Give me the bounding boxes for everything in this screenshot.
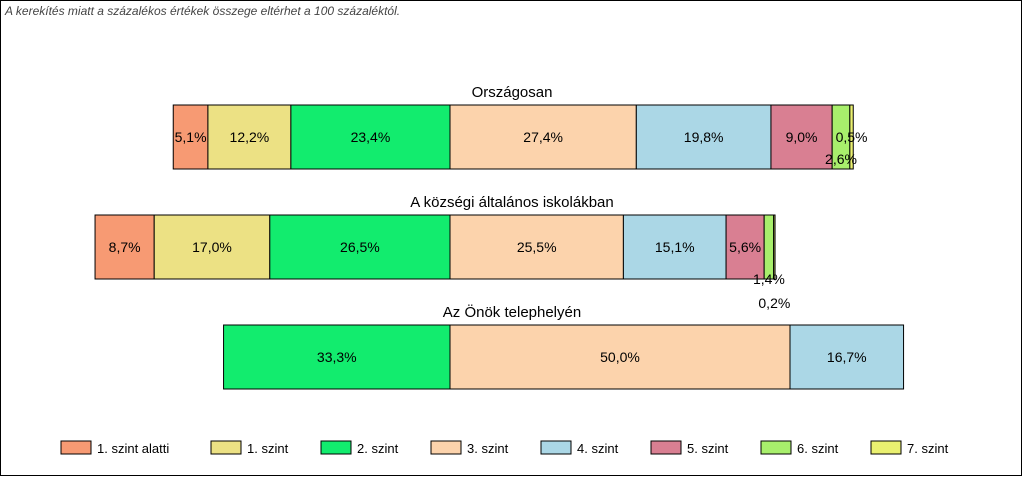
legend-label: 3. szint	[467, 441, 509, 456]
legend-label: 5. szint	[687, 441, 729, 456]
legend-swatch	[540, 440, 572, 455]
data-label: 5,6%	[729, 239, 761, 255]
legend-swatch	[320, 440, 352, 455]
data-label: 1,4%	[753, 271, 785, 287]
legend-label: 6. szint	[797, 441, 839, 456]
legend-label: 1. szint alatti	[97, 441, 169, 456]
bar-segment	[789, 324, 905, 390]
bar-segment	[449, 214, 624, 280]
legend-swatch	[650, 440, 682, 455]
bar-segment	[269, 214, 451, 280]
bar-segment	[770, 104, 833, 170]
data-label: 23,4%	[351, 129, 391, 145]
category-title: A községi általános iskolákban	[410, 194, 613, 211]
data-label: 15,1%	[655, 239, 695, 255]
data-label: 12,2%	[230, 129, 270, 145]
bar-segment	[763, 214, 775, 280]
data-label: 9,0%	[786, 129, 818, 145]
legend-label: 1. szint	[247, 441, 289, 456]
data-label: 0,2%	[758, 295, 790, 311]
data-label: 27,4%	[523, 129, 563, 145]
category-title: Országosan	[472, 84, 553, 101]
data-label: 19,8%	[684, 129, 724, 145]
data-label: 0,5%	[836, 129, 868, 145]
bar-segment	[207, 104, 292, 170]
legend-swatch	[210, 440, 242, 455]
bar-segment	[153, 214, 271, 280]
legend-label: 7. szint	[907, 441, 949, 456]
data-label: 5,1%	[175, 129, 207, 145]
bar-segment	[94, 214, 155, 280]
bar-segment	[849, 104, 854, 170]
legend-swatch	[60, 440, 92, 455]
legend-swatch	[760, 440, 792, 455]
data-label: 17,0%	[192, 239, 232, 255]
bar-segment	[223, 324, 451, 390]
bar-segment	[622, 214, 727, 280]
data-label: 16,7%	[827, 349, 867, 365]
data-label: 2,6%	[825, 151, 857, 167]
data-label: 8,7%	[109, 239, 141, 255]
bar-segment	[449, 324, 791, 390]
legend-label: 4. szint	[577, 441, 619, 456]
legend-swatch	[430, 440, 462, 455]
rounding-note: A kerekítés miatt a százalékos értékek ö…	[5, 4, 401, 18]
legend-swatch	[870, 440, 902, 455]
data-label: 50,0%	[600, 349, 640, 365]
data-label: 33,3%	[317, 349, 357, 365]
data-label: 26,5%	[340, 239, 380, 255]
legend-label: 2. szint	[357, 441, 399, 456]
bar-segment	[773, 214, 776, 280]
data-label: 25,5%	[517, 239, 557, 255]
category-title: Az Önök telephelyén	[443, 303, 581, 321]
bar-segment	[635, 104, 772, 170]
